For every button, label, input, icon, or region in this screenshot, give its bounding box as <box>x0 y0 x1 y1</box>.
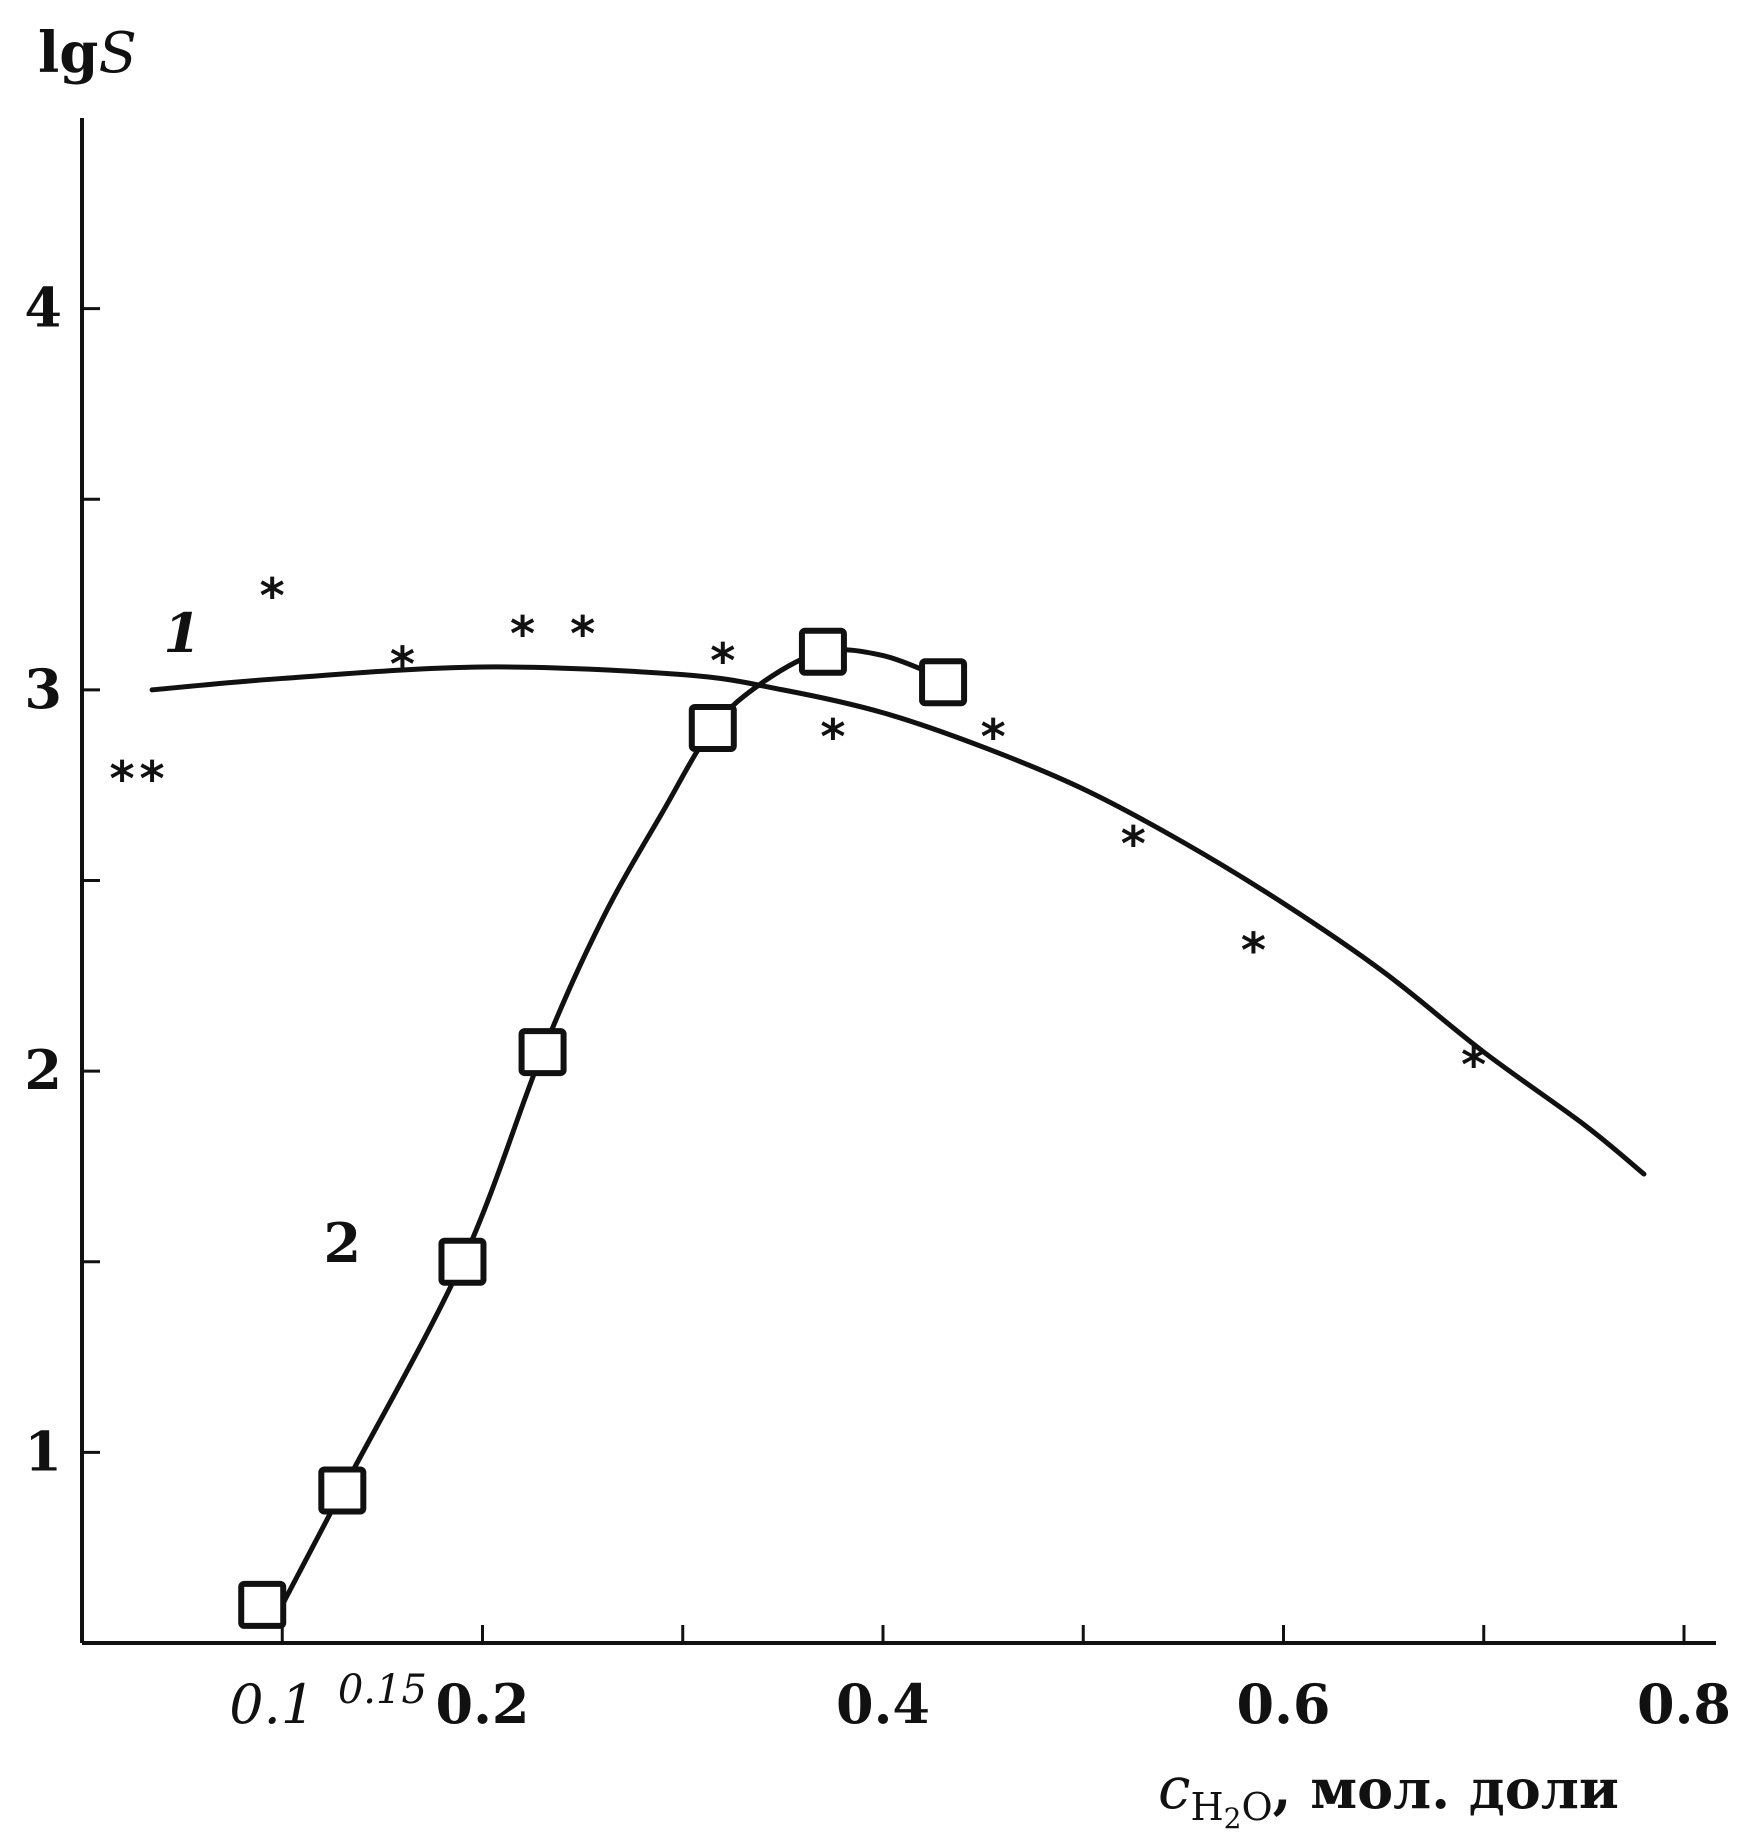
y-minor-ticks <box>82 307 100 1454</box>
point-series-1-3: * <box>390 637 415 693</box>
point-series-2-2 <box>438 1237 487 1286</box>
curve-series-1 <box>149 664 1647 1177</box>
x-tick-label-2: 0.4 <box>836 1672 930 1736</box>
y-tick-labels: 1 2 3 4 <box>24 276 62 1484</box>
x-tick-label-0: 0.1 <box>229 1673 315 1736</box>
point-series-2-0 <box>238 1580 287 1629</box>
point-series-1-9: * <box>1121 816 1146 872</box>
curve-series-2 <box>269 647 946 1627</box>
point-series-2-3 <box>518 1028 567 1077</box>
markers: * **** * ** **** <box>109 569 1486 1629</box>
point-series-1-11: * <box>1461 1038 1486 1094</box>
y-tick-label-1: 2 <box>24 1038 62 1102</box>
y-tick-label-3: 4 <box>24 276 62 340</box>
point-series-1-10: * <box>1241 923 1266 979</box>
point-series-1-5: * <box>570 607 595 663</box>
x-tick-label-3: 0.6 <box>1237 1672 1331 1736</box>
y-tick-label-2: 3 <box>24 657 62 721</box>
x-axis-title-rest: , мол. доли <box>1273 1757 1619 1821</box>
point-series-2-5 <box>798 627 847 676</box>
point-series-1-4: * <box>510 607 535 663</box>
point-series-1-6: * <box>710 633 735 689</box>
point-series-2-6 <box>919 658 968 707</box>
curve-labels: 12 <box>163 601 361 1275</box>
x-minor-ticks <box>280 1625 1686 1643</box>
y-tick-label-0: 1 <box>24 1419 62 1483</box>
x-tick-labels: 0.1 0.2 0.4 0.6 0.8 <box>229 1672 1731 1736</box>
point-series-2-1 <box>318 1466 367 1515</box>
point-series-2-4 <box>688 704 737 752</box>
x-tick-label-1: 0.2 <box>436 1672 530 1736</box>
curve-label-1: 1 <box>163 601 201 665</box>
curves <box>149 647 1647 1627</box>
curve-label-2: 2 <box>324 1211 362 1275</box>
x-axis-title-sub3: O <box>1241 1785 1272 1829</box>
y-axis-title: lgS <box>38 20 137 86</box>
x-extra-tick-label: 0.15 <box>338 1667 427 1713</box>
point-series-1-0: * <box>109 752 134 808</box>
point-series-1-8: * <box>981 710 1006 766</box>
y-axis-title-prefix: lg <box>38 20 98 86</box>
x-axis-title: cH2O, мол. доли <box>1158 1754 1619 1835</box>
y-axis-title-var: S <box>98 21 136 86</box>
point-series-1-2: * <box>260 569 285 625</box>
x-tick-label-4: 0.8 <box>1637 1672 1731 1736</box>
x-axis-title-sub: H <box>1190 1785 1223 1829</box>
x-axis-title-sub2: 2 <box>1224 1802 1242 1835</box>
point-series-1-7: * <box>820 710 845 766</box>
point-series-1-1: * <box>140 752 165 808</box>
x-axis-title-main: c <box>1158 1754 1190 1822</box>
